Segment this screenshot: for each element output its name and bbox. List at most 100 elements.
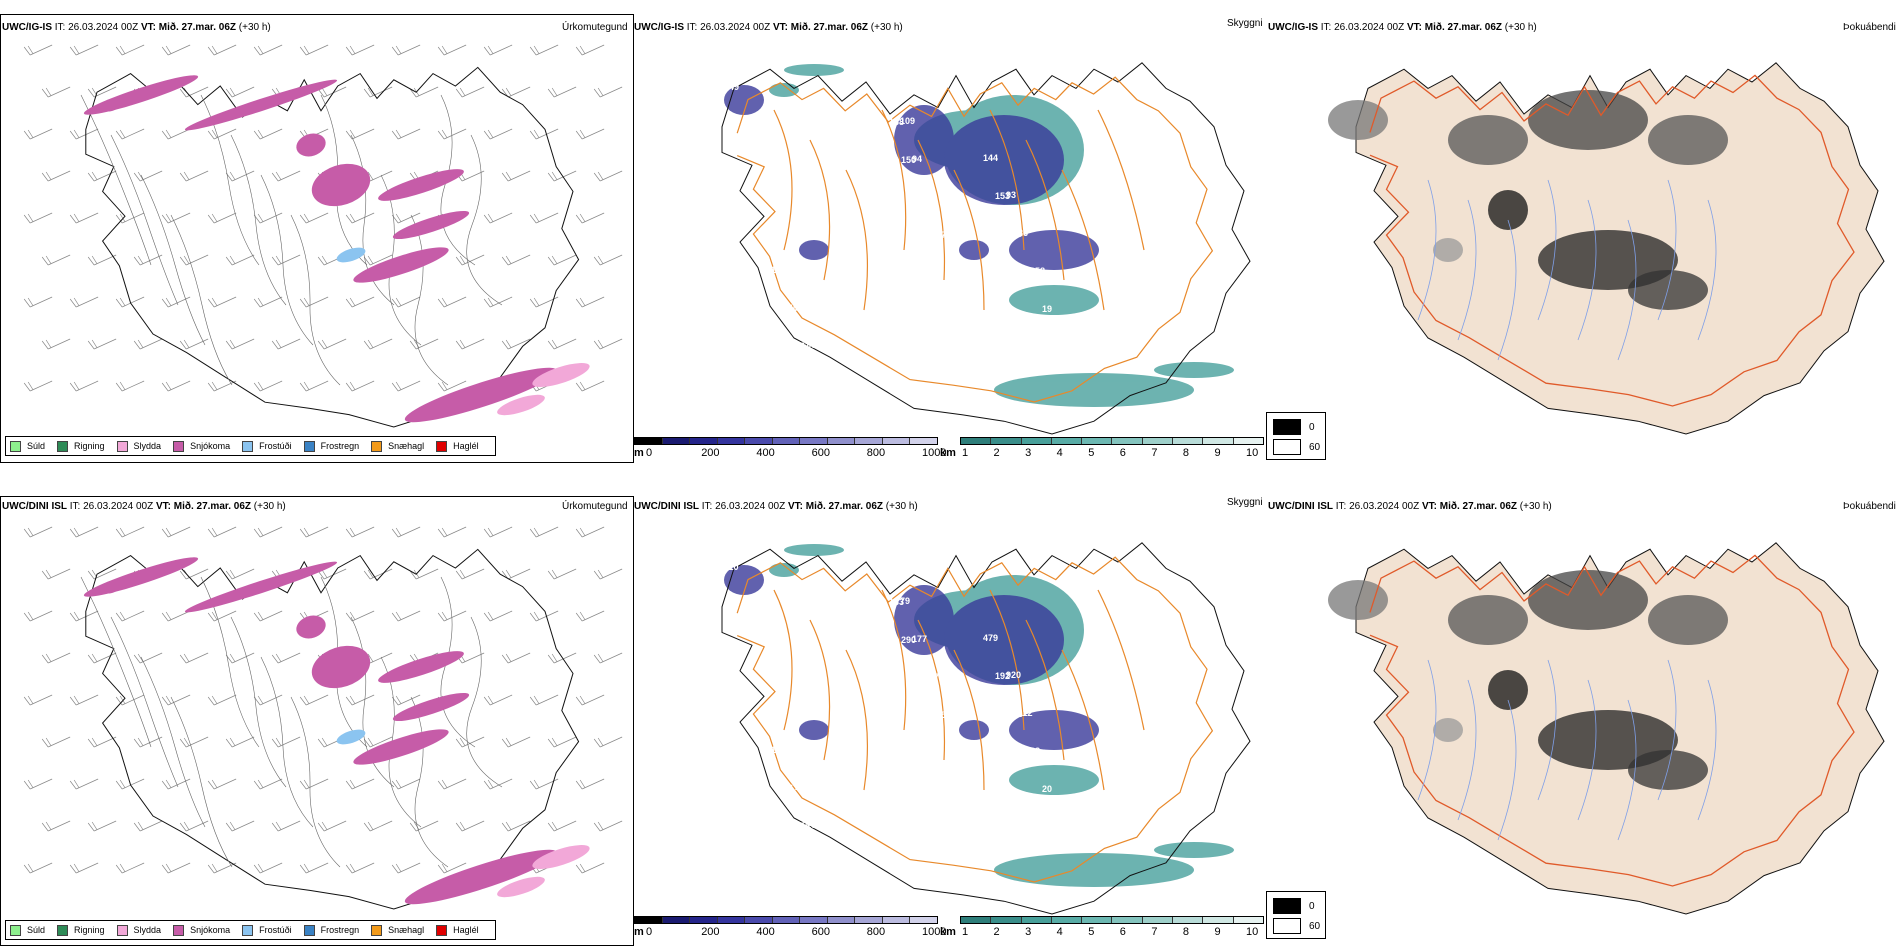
cloud-base-value: 112 xyxy=(1018,708,1033,718)
fog-legend-item: 0 xyxy=(1273,898,1315,914)
legend-item: Frostregn xyxy=(303,924,359,936)
fog-legend: 0 60 xyxy=(1266,412,1326,460)
colorbar-segment xyxy=(1233,917,1263,923)
roads xyxy=(736,76,1214,403)
cloud-base-value: 149 xyxy=(724,82,739,92)
cloud-base-visibility-map: 149 68 77 51 77 151 19 161 47 150 82 126 158 240 30 168… xyxy=(721,62,1251,435)
cloud-base-visibility-panel-ig: 149 68 77 51 77 151 19 161 47 150 82 126 158 240 30 168… xyxy=(634,30,1264,460)
colorbar-segment xyxy=(717,438,746,444)
cloud-base-value: 151 xyxy=(1019,267,1034,277)
legend-item: Slydda xyxy=(116,440,162,452)
tick-label: 4 xyxy=(1056,447,1063,459)
cloud-base-value: 77 xyxy=(1019,747,1029,757)
visibility-title: Skyggni xyxy=(1227,497,1263,508)
colorbar-segment xyxy=(800,917,828,923)
cloud-base-value: 36 xyxy=(1018,228,1028,238)
cloud-base-value: 77 xyxy=(830,156,840,166)
fog-legend-label: 60 xyxy=(1309,441,1321,453)
cloud-base-value: 107 xyxy=(924,672,939,682)
roads xyxy=(80,94,503,386)
cloud-base-values: 110 100 115 81 85 77 20 255 106 290 107 171 98 86 107 1… xyxy=(724,562,1052,831)
colorbar-segment xyxy=(1112,438,1143,444)
colorbar-segment xyxy=(1021,438,1052,444)
tick-label: 400 xyxy=(756,926,775,938)
legend-swatch xyxy=(10,924,21,936)
colorbar-segment xyxy=(855,917,883,923)
legend-swatch xyxy=(10,440,21,452)
precip-areas xyxy=(83,557,590,905)
cloud-base-value: 920 xyxy=(1006,670,1021,680)
colorbar-segment xyxy=(1142,438,1174,444)
fog-indicator-map xyxy=(1328,62,1885,435)
legend-label: Snjókoma xyxy=(190,441,231,451)
colorbar-segment xyxy=(800,438,828,444)
cloud-base-value: 161 xyxy=(795,341,810,351)
legend-label: Slydda xyxy=(133,441,162,451)
iceland-outline xyxy=(721,62,1251,435)
colorbar-segment xyxy=(1021,917,1052,923)
cloud-base-value: 93 xyxy=(1006,190,1016,200)
roads xyxy=(736,556,1214,883)
legend-swatch xyxy=(436,440,448,452)
precip-type-panel-ig: Súld Rigning Slydda Snjókoma Frostúði Frostre… xyxy=(0,14,634,463)
cloud-base-value: 171 xyxy=(1007,709,1022,719)
cloud-base-value: 97 xyxy=(759,227,769,237)
legend-label: Haglél xyxy=(453,925,479,935)
roads xyxy=(80,576,503,868)
fog-indicator-map xyxy=(1328,542,1885,915)
cloud-base-value: 63 xyxy=(782,744,792,754)
colorbar-segment xyxy=(882,438,911,444)
colorbar-segment xyxy=(910,917,938,923)
legend-item: Snæhagl xyxy=(371,440,425,452)
colorbar-segment xyxy=(1203,438,1234,444)
colorbar-segment xyxy=(961,917,992,923)
legend-item: Frostúði xyxy=(242,440,292,452)
fog-legend-swatch xyxy=(1273,898,1301,914)
rivers xyxy=(1417,179,1717,361)
colorbar-segment xyxy=(827,917,856,923)
fog-legend-item: 60 xyxy=(1273,439,1320,455)
colorbar-segment xyxy=(662,438,691,444)
cloud-base-value: 186 xyxy=(877,819,892,829)
legend-item: Slydda xyxy=(116,924,161,936)
tick-label: 4 xyxy=(1056,926,1063,938)
cloud-base-value: 78 xyxy=(794,302,804,312)
legend-item: Haglél xyxy=(436,440,479,452)
fog-legend: 0 60 xyxy=(1266,891,1326,939)
tick-label: 3 xyxy=(1025,926,1032,938)
legend-item: Snjókoma xyxy=(173,440,231,452)
cloud-base-value: 126 xyxy=(1007,229,1022,239)
legend-label: Rigning xyxy=(74,925,105,935)
fog-legend-swatch xyxy=(1273,918,1301,934)
legend-label: Frostúði xyxy=(259,925,292,935)
fog-legend-label: 0 xyxy=(1309,421,1315,433)
legend-swatch xyxy=(173,440,185,452)
cloud-base-ticks: 0 200 400 600 800 1000 xyxy=(646,447,946,461)
cloud-base-value: 17 xyxy=(865,301,875,311)
visibility-title: Skyggni xyxy=(1227,18,1263,29)
cloud-base-value: 168 xyxy=(889,117,904,127)
cloud-base-value: 109 xyxy=(900,116,915,126)
tick-label: 9 xyxy=(1214,926,1221,938)
cloud-base-value: 230 xyxy=(782,264,797,274)
legend-swatch xyxy=(303,440,315,452)
cloud-base-value: 94 xyxy=(912,154,922,164)
tick-label: 0 xyxy=(646,926,653,938)
precip-type-title: Úrkomutegund xyxy=(562,22,628,33)
cloud-base-unit: m xyxy=(634,447,644,459)
cloud-base-value: 255 xyxy=(795,821,810,831)
tick-label: 2 xyxy=(993,447,1000,459)
fog-legend-item: 0 xyxy=(1273,419,1315,435)
legend-item: Rigning xyxy=(57,924,105,936)
legend-label: Snæhagl xyxy=(388,441,425,451)
cloud-base-values: 149 68 77 51 77 151 19 161 47 150 82 126 158 240 30 168… xyxy=(724,82,1052,351)
colorbar-segment xyxy=(1051,438,1083,444)
colorbar-segment xyxy=(1051,917,1083,923)
colorbar-segment xyxy=(991,438,1022,444)
run-header: UWC/DINI ISL IT: 26.03.2024 00Z VT: Mið.… xyxy=(1268,501,1552,512)
fog-legend-item: 60 xyxy=(1273,918,1320,934)
cloud-base-value: 107 xyxy=(806,820,821,830)
legend-label: Frostregn xyxy=(320,441,360,451)
legend-swatch xyxy=(57,924,69,936)
cloud-base-value: 290 xyxy=(901,635,916,645)
